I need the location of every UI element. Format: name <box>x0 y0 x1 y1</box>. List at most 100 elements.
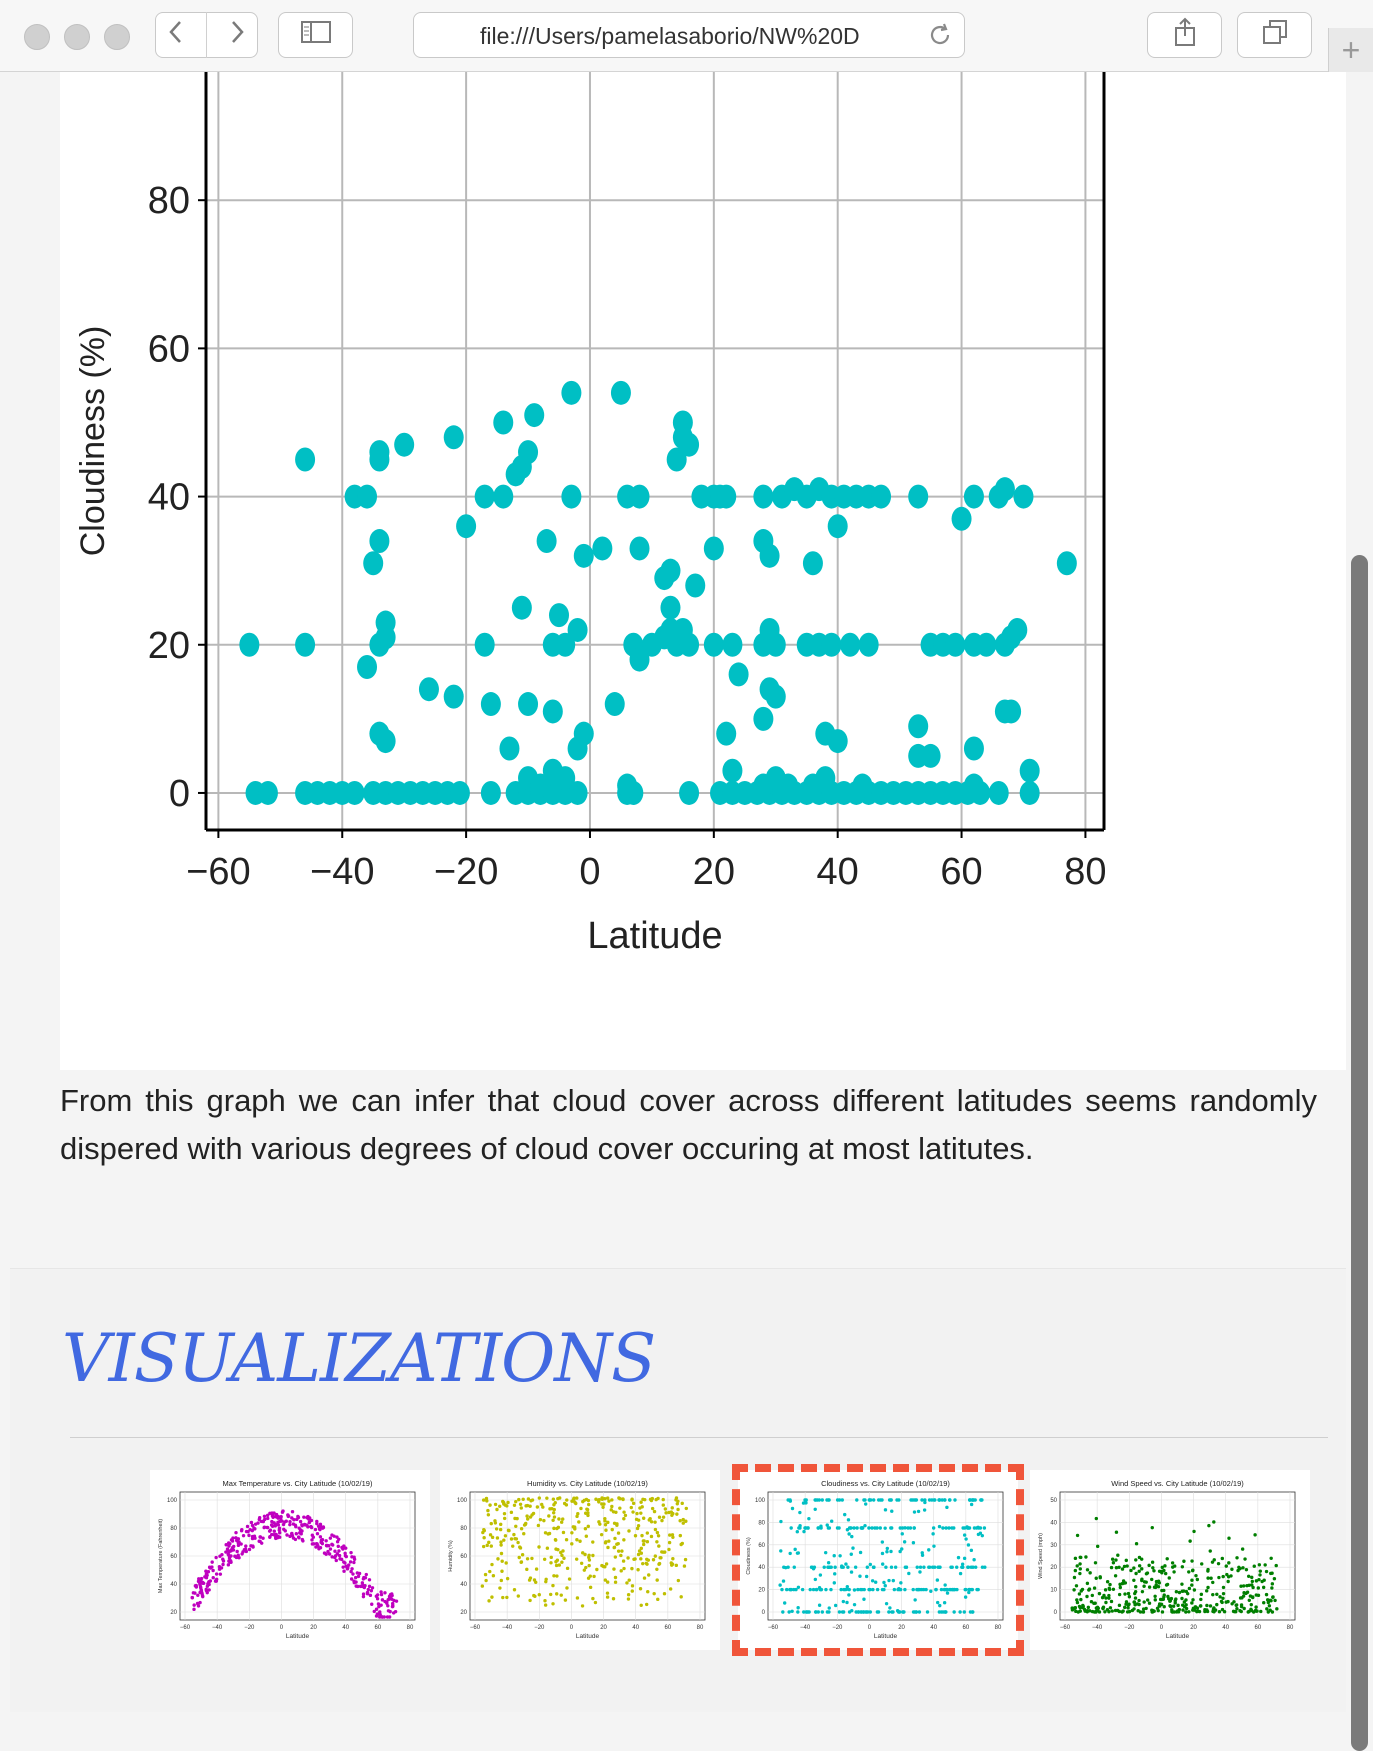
thumbnail-cloudiness[interactable]: Cloudiness vs. City Latitude (10/02/19) −… <box>732 1464 1024 1656</box>
thumbnail-point <box>1073 1568 1078 1573</box>
thumbnail-point <box>1168 1599 1172 1603</box>
thumbnail-point <box>808 1587 812 1592</box>
thumbnail-point <box>1105 1580 1110 1584</box>
thumbnail-point <box>578 1539 582 1543</box>
thumbnail-point <box>889 1498 893 1502</box>
thumbnail-wind-speed[interactable]: Wind Speed vs. City Latitude (10/02/19) −… <box>1030 1470 1310 1650</box>
x-tick-label: 60 <box>963 1625 970 1631</box>
thumbnail-point <box>1274 1563 1278 1568</box>
thumbnail-point <box>261 1536 265 1540</box>
data-point <box>530 773 551 798</box>
thumbnail-point <box>1141 1610 1146 1614</box>
thumbnail-point <box>1072 1588 1076 1592</box>
thumbnail-point <box>649 1520 654 1524</box>
thumbnail-point <box>498 1504 502 1508</box>
thumbnail-point <box>1134 1584 1138 1589</box>
thumbnail-point <box>636 1524 641 1528</box>
thumbnail-point <box>786 1565 790 1569</box>
thumbnail-point <box>1180 1589 1185 1593</box>
thumbnail-point <box>199 1576 204 1581</box>
thumbnail-point <box>536 1523 541 1528</box>
thumbnail-point <box>244 1529 249 1534</box>
thumbnail-point <box>810 1565 814 1569</box>
address-bar[interactable]: file:///Users/pamelasaborio/NW%20D <box>413 12 965 58</box>
thumbnail-point <box>793 1547 797 1552</box>
thumbnail-point <box>315 1532 320 1536</box>
thumbnail-point <box>262 1514 267 1518</box>
thumbnail-point <box>670 1506 674 1510</box>
x-axis-label: Latitude <box>576 1633 600 1640</box>
thumbnail-point <box>326 1549 330 1554</box>
thumbnail-point <box>1221 1574 1225 1579</box>
thumbnail-point <box>378 1615 382 1619</box>
y-axis-label: Max Temperature (Fahrenheit) <box>158 1519 164 1593</box>
thumbnail-point <box>1217 1575 1221 1580</box>
thumbnail-point <box>646 1558 651 1562</box>
thumbnail-point <box>982 1526 987 1530</box>
x-tick-label: 0 <box>579 851 600 893</box>
thumbnail-point <box>1137 1598 1141 1603</box>
close-window-button[interactable] <box>24 24 50 50</box>
thumbnail-point <box>684 1519 688 1523</box>
thumbnail-point <box>554 1547 558 1551</box>
thumbnail-point <box>575 1538 579 1542</box>
thumbnail-point <box>547 1531 552 1536</box>
x-tick-label: −20 <box>832 1625 843 1631</box>
scrollbar-thumb[interactable] <box>1351 555 1368 1751</box>
thumbnail-point <box>1117 1603 1122 1608</box>
thumbnail-point <box>1077 1592 1082 1596</box>
minimize-window-button[interactable] <box>64 24 90 50</box>
thumbnail-point <box>631 1510 635 1514</box>
browser-toolbar: file:///Users/pamelasaborio/NW%20D + <box>0 0 1373 72</box>
data-point <box>357 484 378 509</box>
sidebar-button[interactable] <box>278 12 353 58</box>
data-point <box>666 447 687 472</box>
thumbnail-point <box>1142 1600 1146 1604</box>
reload-icon[interactable] <box>920 12 960 58</box>
thumbnail-humidity[interactable]: Humidity vs. City Latitude (10/02/19) −60… <box>440 1470 720 1650</box>
tabs-button[interactable] <box>1237 12 1312 58</box>
thumbnail-point <box>1159 1569 1164 1574</box>
thumbnail-point <box>296 1514 300 1519</box>
thumbnail-point <box>553 1501 557 1505</box>
thumbnail-point <box>1180 1565 1185 1569</box>
thumbnail-point <box>655 1530 660 1535</box>
data-point <box>963 736 984 761</box>
thumbnail-point <box>1134 1571 1138 1576</box>
thumbnail-point <box>891 1578 896 1583</box>
thumbnail-point <box>1171 1604 1176 1608</box>
thumbnail-point <box>827 1610 831 1614</box>
x-tick-label: −60 <box>186 851 250 893</box>
thumbnail-point <box>952 1610 956 1614</box>
thumbnail-point <box>1250 1583 1254 1587</box>
share-button[interactable] <box>1147 12 1222 58</box>
thumbnail-point <box>829 1519 834 1523</box>
thumbnail-max-temperature[interactable]: Max Temperature vs. City Latitude (10/02… <box>150 1470 430 1650</box>
thumbnail-point <box>969 1565 973 1569</box>
thumbnail-point <box>584 1534 589 1538</box>
thumbnail-point <box>863 1502 868 1506</box>
chevron-left-icon[interactable] <box>166 19 186 52</box>
thumbnail-point <box>858 1574 862 1578</box>
thumbnail-point <box>1205 1608 1209 1612</box>
x-tick-label: 60 <box>940 851 982 893</box>
thumbnail-point <box>958 1571 963 1576</box>
thumbnail-point <box>980 1498 984 1502</box>
thumbnail-point <box>923 1498 927 1502</box>
thumbnail-point <box>639 1511 643 1515</box>
thumbnail-point <box>525 1557 530 1561</box>
thumbnail-point <box>819 1587 824 1592</box>
chevron-right-icon[interactable] <box>227 19 247 52</box>
thumbnail-point <box>1092 1586 1097 1590</box>
thumbnail-point <box>227 1550 231 1554</box>
thumbnail-point <box>1266 1610 1270 1614</box>
thumbnail-point <box>591 1596 595 1601</box>
thumbnail-point <box>1125 1564 1129 1568</box>
thumbnail-point <box>1150 1577 1154 1582</box>
thumbnail-point <box>1111 1561 1116 1565</box>
thumbnail-point <box>358 1584 363 1589</box>
thumbnail-point <box>1153 1585 1158 1590</box>
plus-icon[interactable]: + <box>1328 28 1373 72</box>
zoom-window-button[interactable] <box>104 24 130 50</box>
thumbnail-point <box>868 1610 872 1614</box>
